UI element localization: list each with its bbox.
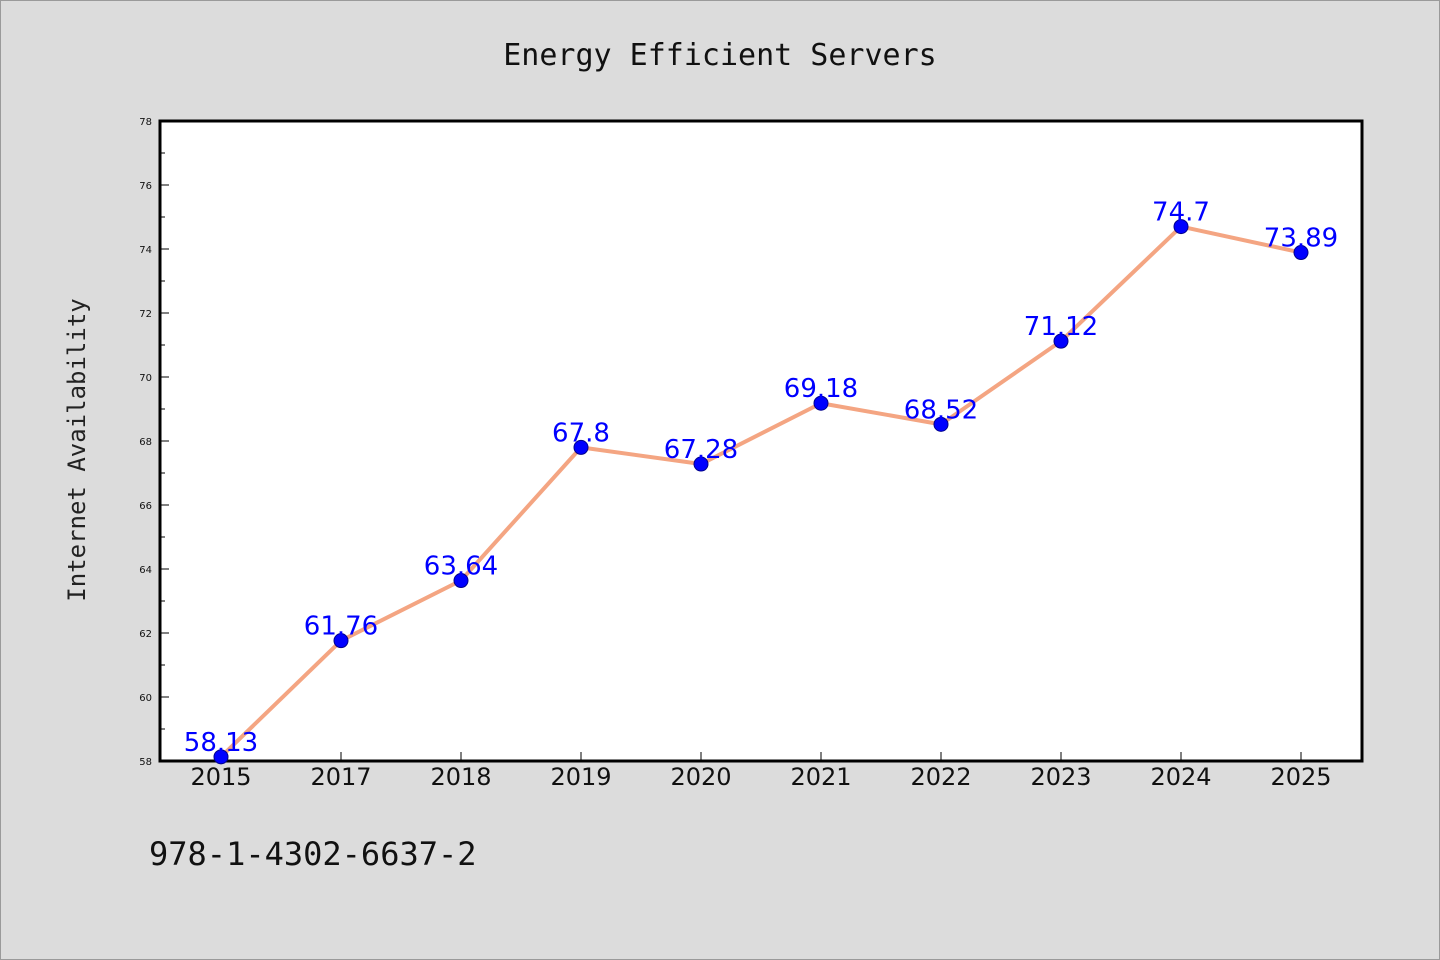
plot-area: [158, 119, 1364, 763]
y-tick-label: 68: [139, 437, 152, 448]
series-layer: 58.13 61.76 63.64 67.8 67.28 69.18 68.52 71.12 7…: [184, 198, 1338, 765]
data-label: 73.89: [1264, 224, 1338, 254]
x-tick-label: 2018: [430, 763, 491, 791]
y-tick-label: 76: [139, 181, 152, 192]
x-tick-label: 2017: [310, 763, 371, 791]
data-label: 58.13: [184, 728, 258, 758]
y-tick-label: 62: [139, 629, 152, 640]
data-point: [333, 633, 349, 649]
data-point: [453, 573, 469, 589]
data-label: 67.8: [552, 418, 610, 448]
y-axis: 58 60 62 64 66 68 70 72 74 76 78: [139, 117, 169, 768]
x-tick-label: 2025: [1270, 763, 1331, 791]
y-tick-label: 74: [139, 245, 152, 256]
chart-title: Energy Efficient Servers: [503, 38, 936, 73]
y-tick-label: 66: [139, 501, 152, 512]
y-tick-label: 72: [139, 309, 152, 320]
x-tick-label: 2024: [1150, 763, 1211, 791]
y-axis-label: Internet Availability: [63, 298, 91, 601]
data-label: 71.12: [1024, 312, 1098, 342]
y-tick-label: 64: [139, 565, 152, 576]
y-tick-label: 58: [139, 757, 152, 768]
data-label: 67.28: [664, 435, 738, 465]
data-label: 68.52: [904, 395, 978, 425]
data-label: 61.76: [304, 612, 378, 642]
isbn-annotation: 978-1-4302-6637-2: [149, 835, 477, 873]
data-point: [693, 456, 709, 472]
data-label: 63.64: [424, 552, 498, 582]
data-point: [813, 395, 829, 411]
data-point: [933, 416, 949, 432]
x-tick-label: 2021: [790, 763, 851, 791]
data-point: [1293, 245, 1309, 261]
y-tick-label: 60: [139, 693, 152, 704]
x-tick-label: 2015: [190, 763, 251, 791]
data-point: [573, 439, 589, 455]
x-tick-label: 2022: [910, 763, 971, 791]
y-tick-label: 70: [139, 373, 152, 384]
data-point: [1173, 219, 1189, 235]
data-label: 69.18: [784, 374, 858, 404]
data-point: [1053, 333, 1069, 349]
data-label: 74.7: [1152, 198, 1210, 228]
x-tick-label: 2020: [670, 763, 731, 791]
x-tick-label: 2023: [1030, 763, 1091, 791]
series-line: [219, 224, 1303, 759]
y-tick-label: 78: [139, 117, 152, 128]
x-tick-label: 2019: [550, 763, 611, 791]
data-point: [213, 749, 229, 765]
x-axis: 2015 2017 2018 2019 2020 2021 2022 2023 2024 2025: [190, 752, 1332, 791]
